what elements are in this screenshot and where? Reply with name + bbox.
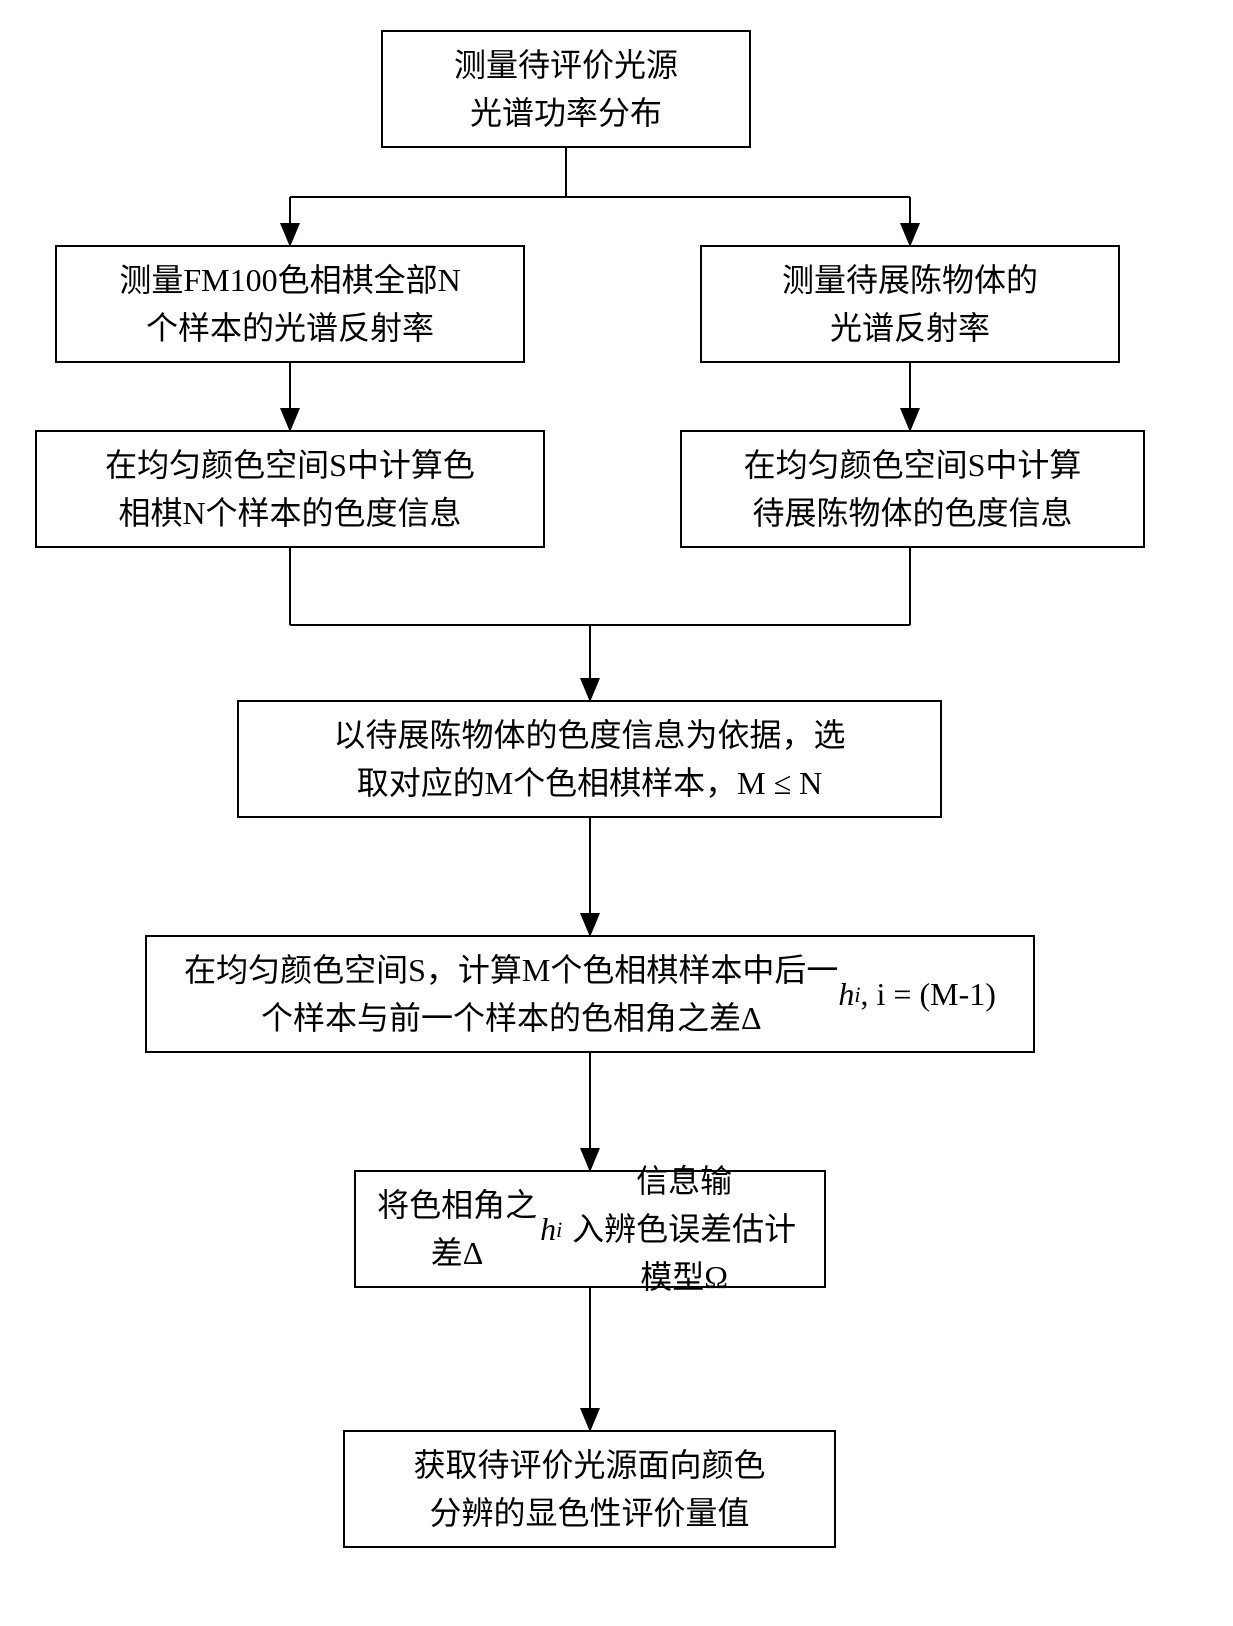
node-compute-fm100-chroma: 在均匀颜色空间S中计算色相棋N个样本的色度信息 (35, 430, 545, 548)
node-measure-light-source: 测量待评价光源光谱功率分布 (381, 30, 751, 148)
node-measure-fm100-reflectance: 测量FM100色相棋全部N个样本的光谱反射率 (55, 245, 525, 363)
node-obtain-evaluation-value: 获取待评价光源面向颜色分辨的显色性评价量值 (343, 1430, 836, 1548)
node-select-m-samples: 以待展陈物体的色度信息为依据，选取对应的M个色相棋样本，M ≤ N (237, 700, 942, 818)
flowchart-container: 测量待评价光源光谱功率分布 测量FM100色相棋全部N个样本的光谱反射率 测量待… (0, 0, 1233, 1626)
node-measure-object-reflectance: 测量待展陈物体的光谱反射率 (700, 245, 1120, 363)
node-compute-hue-angle-diff: 在均匀颜色空间S，计算M个色相棋样本中后一个样本与前一个样本的色相角之差Δhi,… (145, 935, 1035, 1053)
node-input-error-model: 将色相角之差Δhi信息输入辨色误差估计模型Ω (354, 1170, 826, 1288)
node-compute-object-chroma: 在均匀颜色空间S中计算待展陈物体的色度信息 (680, 430, 1145, 548)
